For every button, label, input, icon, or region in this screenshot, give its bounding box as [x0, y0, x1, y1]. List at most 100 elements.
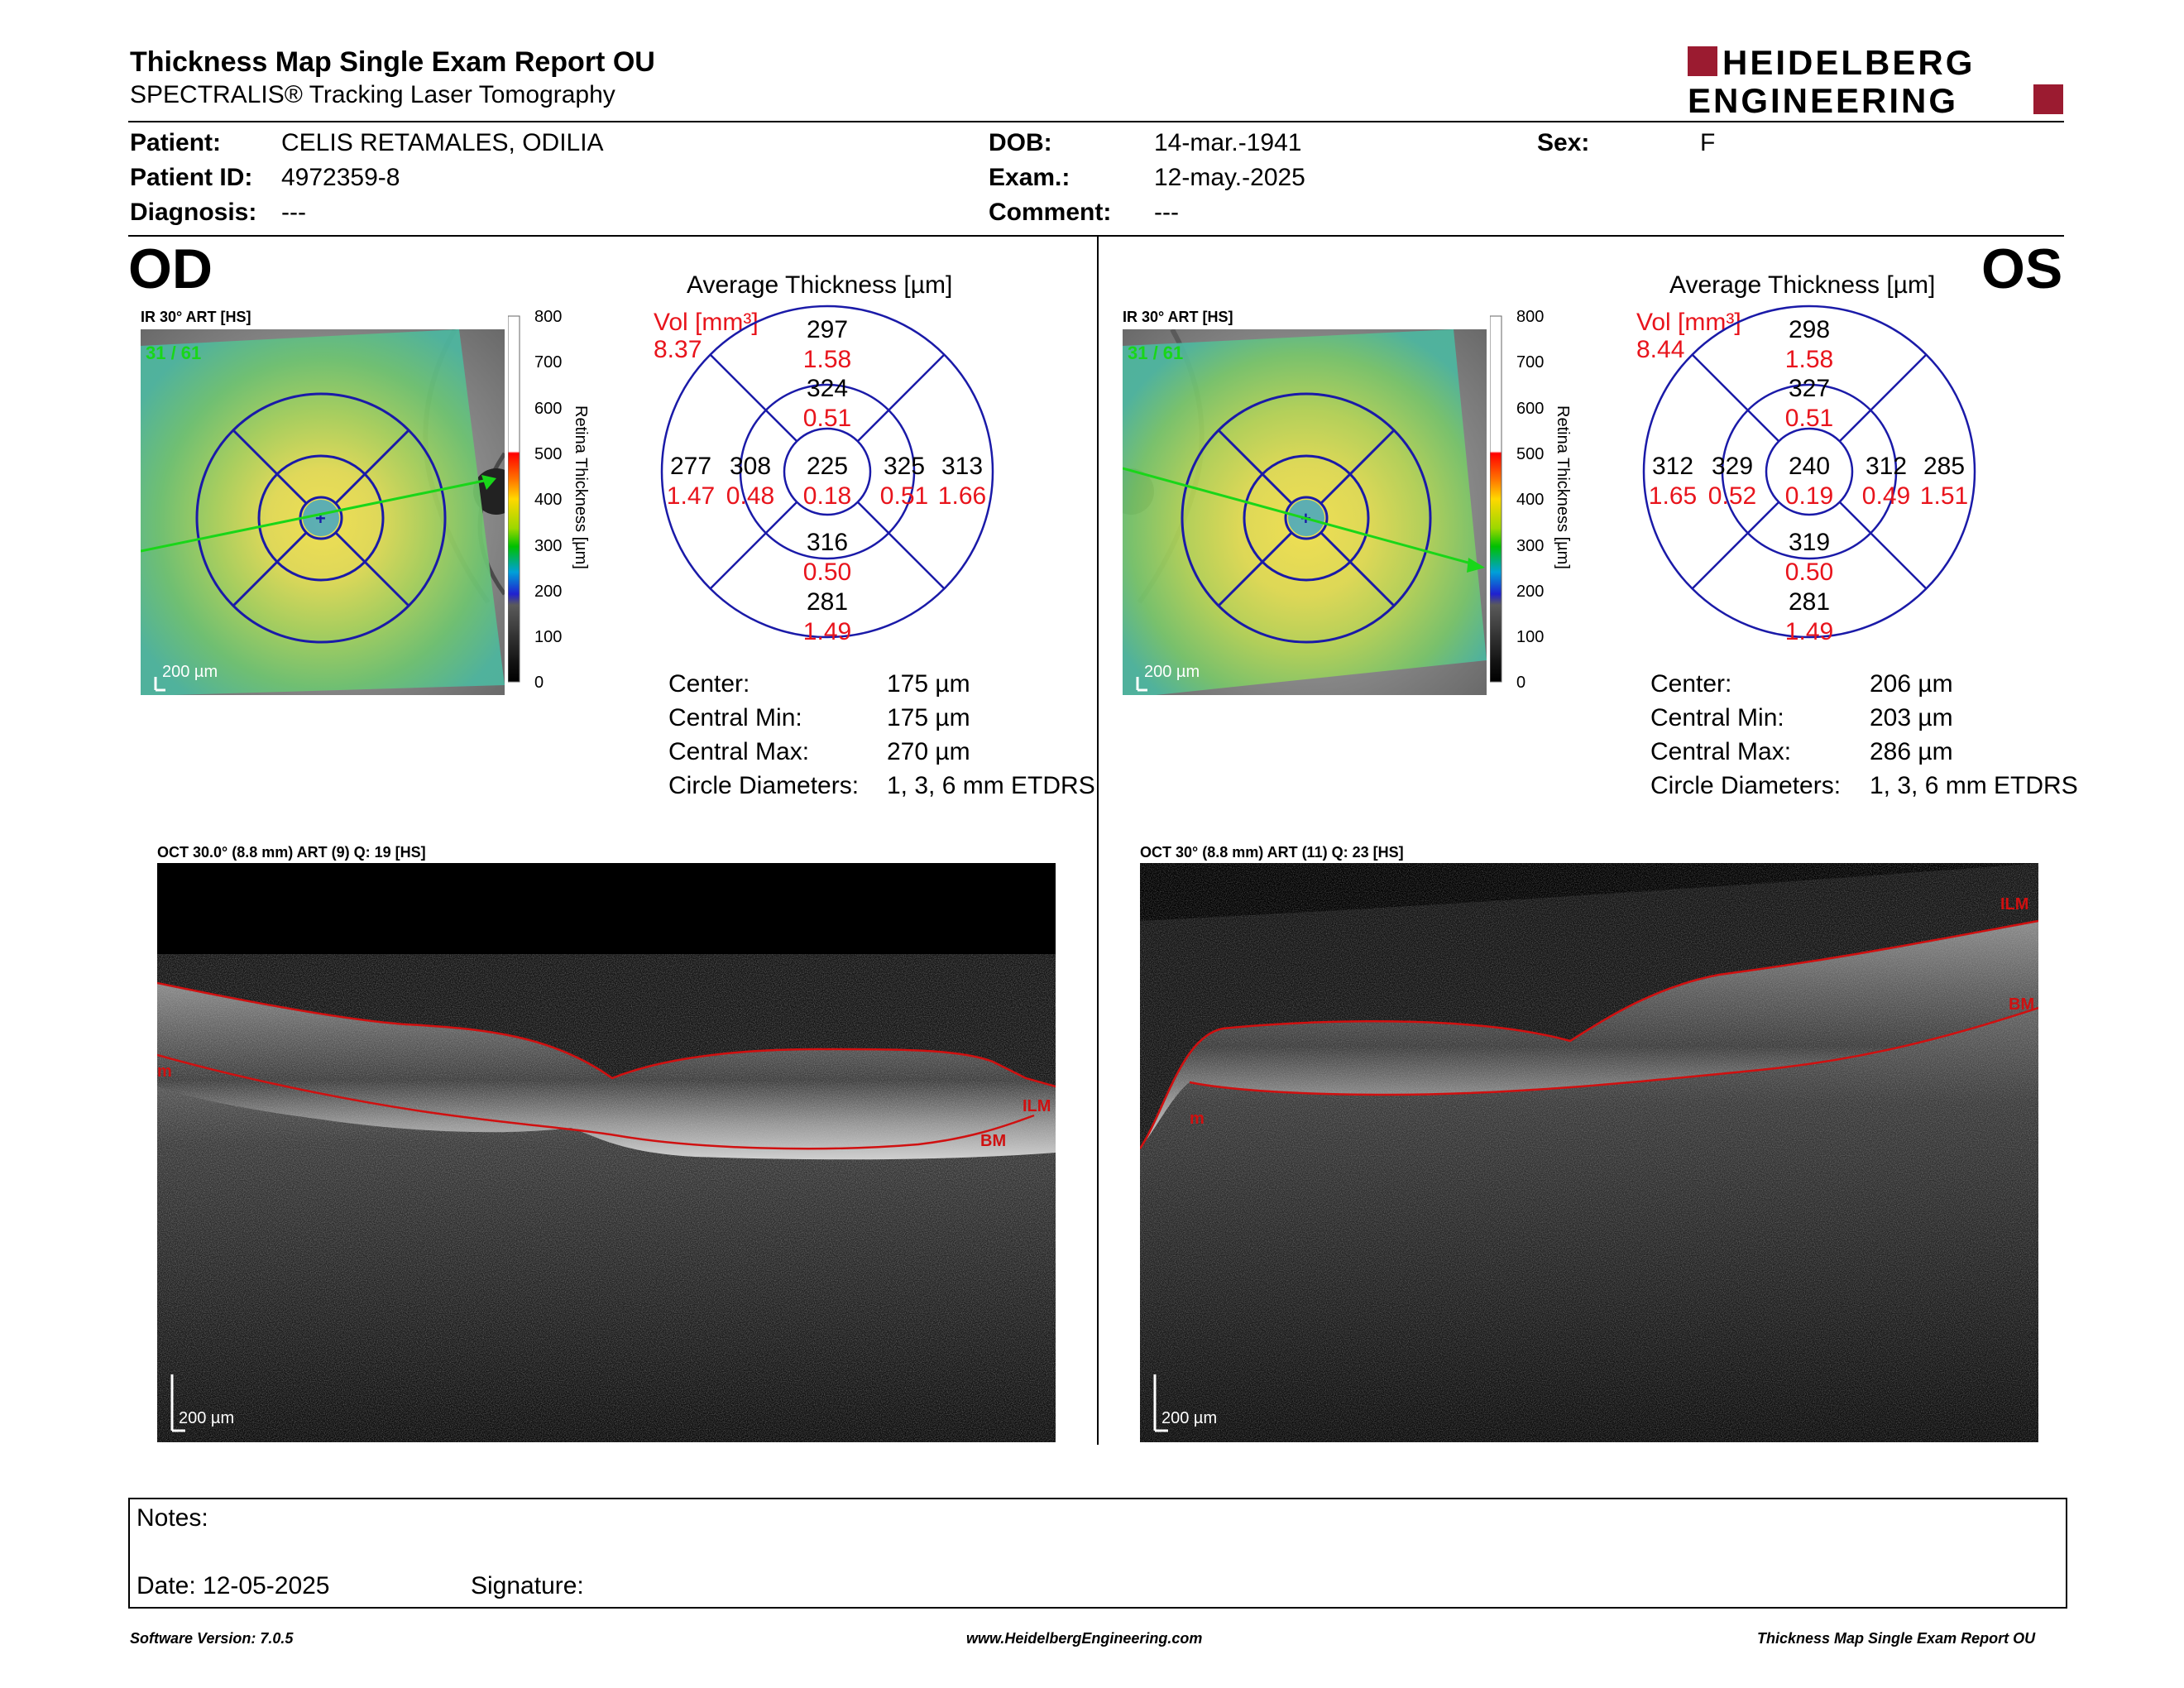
os-cbar-tick: 0 [1516, 674, 1525, 692]
os-min-label: Central Min: [1650, 704, 1784, 731]
od-inner-nas: 325 [884, 453, 925, 480]
os-ir-scale: 200 µm [1144, 663, 1200, 681]
od-max-value: 270 µm [887, 738, 970, 765]
od-outer-sup: 297 [807, 316, 848, 343]
os-cbar-tick: 100 [1516, 628, 1544, 646]
os-outer-sup: 298 [1789, 316, 1830, 343]
od-oct-bscan: m ILM BM 200 µm [157, 863, 1056, 1442]
os-oct-m-label: m [1190, 1110, 1205, 1128]
os-cbar-tick: 200 [1516, 583, 1544, 601]
os-vol-total: 8.44 [1636, 336, 1685, 363]
od-vol-total: 8.37 [654, 336, 702, 363]
logo-line1: HEIDELBERG [1722, 43, 1975, 82]
od-center-label: Center: [668, 670, 750, 698]
od-outer-nas: 313 [941, 453, 983, 480]
od-inner-sup-vol: 0.51 [803, 405, 851, 432]
od-min-value: 175 µm [887, 704, 970, 731]
os-inner-nas: 312 [1866, 453, 1907, 480]
os-inner-nas-vol: 0.49 [1862, 482, 1910, 510]
os-oct-bscan: ILM BM m 200 µm [1140, 863, 2038, 1442]
os-cbar-tick: 300 [1516, 537, 1544, 555]
exam-value: 12-may.-2025 [1154, 164, 1305, 191]
od-inner-temp-vol: 0.48 [726, 482, 774, 510]
os-colorbar-ticks: 800 700 600 500 400 300 200 100 0 [1516, 308, 1544, 692]
dob-value: 14-mar.-1941 [1154, 129, 1302, 156]
dob-label: DOB: [989, 129, 1052, 156]
report-subtitle: SPECTRALIS® Tracking Laser Tomography [130, 81, 615, 108]
comment-value: --- [1154, 199, 1179, 226]
os-center-value: 206 µm [1870, 670, 1953, 698]
od-cbar-tick: 0 [534, 674, 544, 692]
os-oct-label: OCT 30° (8.8 mm) ART (11) Q: 23 [HS] [1140, 844, 1404, 861]
signature-label: Signature: [471, 1572, 584, 1599]
od-cbar-tick: 500 [534, 445, 562, 463]
os-outer-temp: 312 [1652, 453, 1693, 480]
os-cbar-tick: 700 [1516, 353, 1544, 372]
os-oct-scale: 200 µm [1161, 1409, 1217, 1427]
sex-label: Sex: [1537, 129, 1590, 156]
patient-name: CELIS RETAMALES, ODILIA [281, 129, 604, 156]
od-cbar-tick: 200 [534, 583, 562, 601]
os-cbar-tick: 400 [1516, 491, 1544, 509]
os-outer-inf-vol: 1.49 [1785, 618, 1833, 645]
eye-divider [1097, 237, 1099, 1445]
od-cbar-tick: 300 [534, 537, 562, 555]
od-center-vol: 0.18 [803, 482, 851, 510]
os-max-value: 286 µm [1870, 738, 1953, 765]
od-oct-ilm-label: ILM [1023, 1097, 1051, 1115]
os-center: 240 [1789, 453, 1830, 480]
od-inner-nas-vol: 0.51 [880, 482, 928, 510]
patient-id: 4972359-8 [281, 164, 400, 191]
od-etdrs-grid: 297 1.58 324 0.51 277 1.47 308 0.48 225 … [660, 305, 994, 645]
os-vol-label: Vol [mm³] [1636, 309, 1741, 336]
od-cbar-tick: 800 [534, 308, 562, 326]
os-ir-label: IR 30° ART [HS] [1123, 309, 1233, 325]
software-version: Software Version: 7.0.5 [130, 1630, 294, 1647]
od-ir-counter: 31 / 61 [146, 343, 201, 363]
svg-text:+: + [315, 508, 326, 529]
notes-box[interactable]: Notes: Date: 12-05-2025 Signature: [128, 1498, 2067, 1609]
os-inner-temp-vol: 0.52 [1708, 482, 1756, 510]
od-oct-bm-label: BM [980, 1132, 1006, 1150]
od-oct-m-label: m [157, 1062, 172, 1081]
od-outer-nas-vol: 1.66 [938, 482, 986, 510]
od-inner-inf-vol: 0.50 [803, 559, 851, 586]
od-ir-scale: 200 µm [162, 663, 218, 681]
od-inner-temp: 308 [730, 453, 771, 480]
od-outer-sup-vol: 1.58 [803, 346, 851, 373]
os-ir-counter: 31 / 61 [1128, 343, 1183, 363]
date-label: Date: 12-05-2025 [136, 1572, 330, 1599]
os-outer-temp-vol: 1.65 [1649, 482, 1697, 510]
os-max-label: Central Max: [1650, 738, 1792, 765]
patient-label: Patient: [130, 129, 222, 156]
diagnosis-value: --- [281, 199, 306, 226]
od-colorbar: 800 700 600 500 400 300 200 100 0 Retina… [508, 308, 590, 692]
os-diam-label: Circle Diameters: [1650, 772, 1842, 799]
os-min-value: 203 µm [1870, 704, 1953, 731]
heidelberg-logo: HEIDELBERG ENGINEERING [1688, 43, 2063, 119]
os-center-vol: 0.19 [1785, 482, 1833, 510]
os-outer-inf: 281 [1789, 588, 1830, 616]
od-outer-inf: 281 [807, 588, 848, 616]
od-outer-temp: 277 [670, 453, 711, 480]
os-colorbar-label: Retina Thickness [µm] [1554, 405, 1572, 569]
website-link[interactable]: www.HeidelbergEngineering.com [966, 1630, 1203, 1647]
os-label: OS [1981, 237, 2063, 300]
od-cbar-tick: 400 [534, 491, 562, 509]
os-outer-sup-vol: 1.58 [1785, 346, 1833, 373]
od-outer-inf-vol: 1.49 [803, 618, 851, 645]
od-colorbar-label: Retina Thickness [µm] [572, 405, 590, 569]
od-diam-value: 1, 3, 6 mm ETDRS [887, 772, 1095, 799]
os-inner-sup-vol: 0.51 [1785, 405, 1833, 432]
od-oct-label: OCT 30.0° (8.8 mm) ART (9) Q: 19 [HS] [157, 844, 426, 861]
od-inner-sup: 324 [807, 375, 848, 402]
od-center: 225 [807, 453, 848, 480]
footer-report-name: Thickness Map Single Exam Report OU [1757, 1630, 2036, 1647]
exam-label: Exam.: [989, 164, 1070, 191]
os-avg-title: Average Thickness [µm] [1669, 271, 1936, 299]
os-etdrs-grid: 298 1.58 327 0.51 312 1.65 329 0.52 240 … [1642, 305, 1976, 645]
os-colorbar: 800 700 600 500 400 300 200 100 0 Retina… [1490, 308, 1572, 692]
os-inner-sup: 327 [1789, 375, 1830, 402]
logo-line2: ENGINEERING [1688, 81, 1958, 119]
od-ir-label: IR 30° ART [HS] [141, 309, 251, 325]
